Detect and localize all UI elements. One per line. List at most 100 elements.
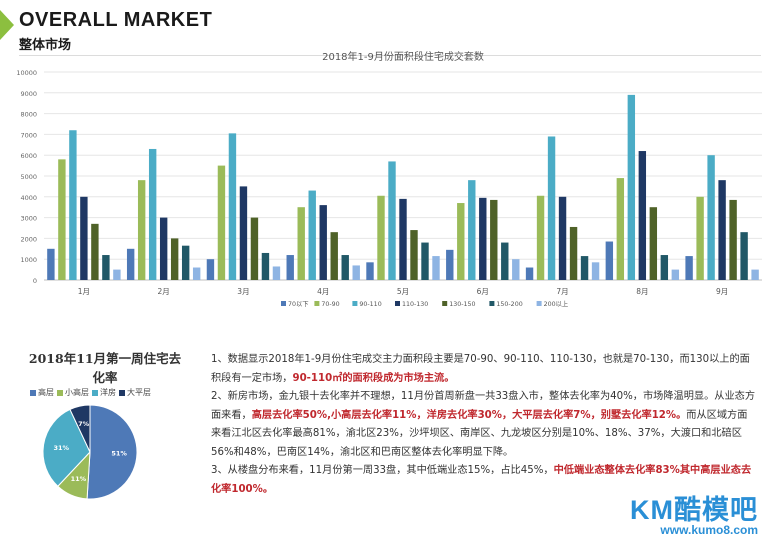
bar	[228, 133, 237, 280]
pie-legend-item: 大平层	[119, 387, 151, 398]
bar	[206, 259, 215, 280]
bar	[102, 255, 110, 280]
legend-swatch	[281, 301, 286, 306]
bar	[192, 267, 201, 280]
y-tick-label: 0	[33, 277, 37, 285]
note-2-highlight: 高层去化率50%,小高层去化率11%，洋房去化率30%，大平层去化率7%，别墅去…	[251, 409, 687, 421]
y-tick-label: 10000	[16, 69, 37, 77]
legend-label: 150-200	[496, 301, 522, 308]
bar	[649, 207, 658, 280]
note-3: 3、从楼盘分布来看，11月份第一周33盘，其中低端业态15%，占比45%，中低端…	[211, 462, 757, 499]
pie-slice-label: 31%	[53, 444, 69, 452]
x-tick-label: 2月	[158, 287, 170, 296]
bar	[330, 232, 338, 280]
bar	[399, 198, 407, 280]
y-tick-label: 4000	[20, 194, 37, 202]
y-tick-label: 5000	[20, 173, 37, 181]
pie-legend: 高层 小高层 洋房 大平层	[30, 387, 154, 398]
bar	[352, 265, 360, 280]
legend-label: 90-110	[359, 301, 381, 308]
bar	[319, 205, 327, 280]
note-1: 1、数据显示2018年1-9月份住宅成交主力面积段主要是70-90、90-110…	[211, 351, 757, 388]
bar	[432, 256, 440, 280]
bar	[137, 180, 146, 280]
y-tick-label: 7000	[20, 131, 37, 139]
note-3-highlight: 中低端业态整体去化率83%其中高层业态去化率100%。	[211, 465, 752, 495]
bar	[591, 262, 600, 280]
bar	[148, 148, 157, 280]
bar	[181, 245, 190, 280]
bar	[286, 255, 294, 280]
legend-swatch	[395, 301, 400, 306]
bar	[696, 196, 704, 280]
pie-legend-label: 洋房	[100, 388, 116, 397]
legend-label: 200以上	[544, 299, 569, 308]
bar	[605, 241, 614, 280]
bar	[468, 180, 476, 280]
pie-slice-label: 51%	[111, 449, 127, 457]
legend-swatch	[489, 301, 495, 306]
pie-slice-label: 7%	[78, 420, 90, 428]
brand-logo: KM酷模吧	[630, 495, 758, 525]
legend-swatch	[536, 301, 542, 306]
bar	[740, 232, 748, 280]
bar	[547, 136, 556, 280]
brand-url: www.kumo8.com	[660, 523, 758, 537]
legend-swatch	[352, 301, 358, 306]
pie-slice	[69, 404, 91, 453]
bar	[512, 259, 520, 280]
bar	[685, 256, 693, 280]
bar	[457, 203, 465, 280]
y-tick-label: 9000	[20, 90, 37, 98]
bar	[729, 199, 737, 280]
bar	[250, 217, 259, 280]
bar	[707, 155, 715, 280]
bar	[421, 242, 429, 280]
pie-legend-swatch	[30, 389, 36, 396]
y-tick-label: 3000	[20, 215, 37, 223]
bar	[536, 195, 545, 280]
bar-chart: 2018年1-9月份面积段住宅成交套数 0 1000 2000 3000 4000 5000…	[16, 50, 762, 308]
analysis-notes: 1、数据显示2018年1-9月份住宅成交主力面积段主要是70-90、90-110…	[211, 351, 757, 499]
bar	[69, 130, 77, 280]
bar	[627, 94, 636, 280]
pie-legend-swatch	[57, 389, 63, 396]
bar	[308, 190, 316, 280]
bar	[239, 186, 248, 280]
y-tick-label: 6000	[20, 152, 37, 160]
pie-legend-swatch	[92, 389, 98, 396]
pie-legend-item: 高层	[30, 387, 54, 398]
legend-swatch	[442, 301, 448, 306]
pie-slice	[42, 408, 91, 487]
pie-chart: 51% 11% 31% 7%	[42, 404, 138, 500]
pie-slice-label: 11%	[71, 475, 87, 483]
x-tick-label: 4月	[317, 287, 329, 296]
bar	[217, 165, 226, 280]
note-1-highlight: 90-110㎡的面积段成为市场主流。	[292, 372, 455, 384]
legend-label: 70以下	[288, 300, 309, 308]
x-tick-label: 3月	[237, 287, 249, 296]
bar	[388, 161, 396, 280]
bar	[580, 256, 589, 280]
legend-swatch	[314, 301, 320, 306]
bar	[410, 230, 418, 280]
pie-legend-label: 小高层	[65, 388, 89, 397]
bar	[446, 249, 454, 280]
bar	[718, 180, 726, 280]
bar	[341, 255, 349, 280]
bar	[80, 196, 88, 280]
pie-legend-item: 洋房	[92, 387, 116, 398]
bar	[47, 248, 55, 280]
bar	[569, 226, 578, 280]
header-divider	[19, 55, 761, 56]
bar	[616, 178, 625, 280]
brand-watermark: KM酷模吧 www.kumo8.com	[630, 488, 758, 537]
bar	[638, 151, 647, 280]
x-tick-label: 6月	[477, 287, 489, 296]
bar	[525, 267, 534, 280]
x-tick-label: 1月	[78, 287, 90, 296]
bar	[366, 262, 374, 280]
chart-title: 2018年1-9月份面积段住宅成交套数	[322, 50, 484, 63]
y-tick-label: 1000	[20, 256, 37, 264]
pie-legend-swatch	[119, 389, 125, 396]
